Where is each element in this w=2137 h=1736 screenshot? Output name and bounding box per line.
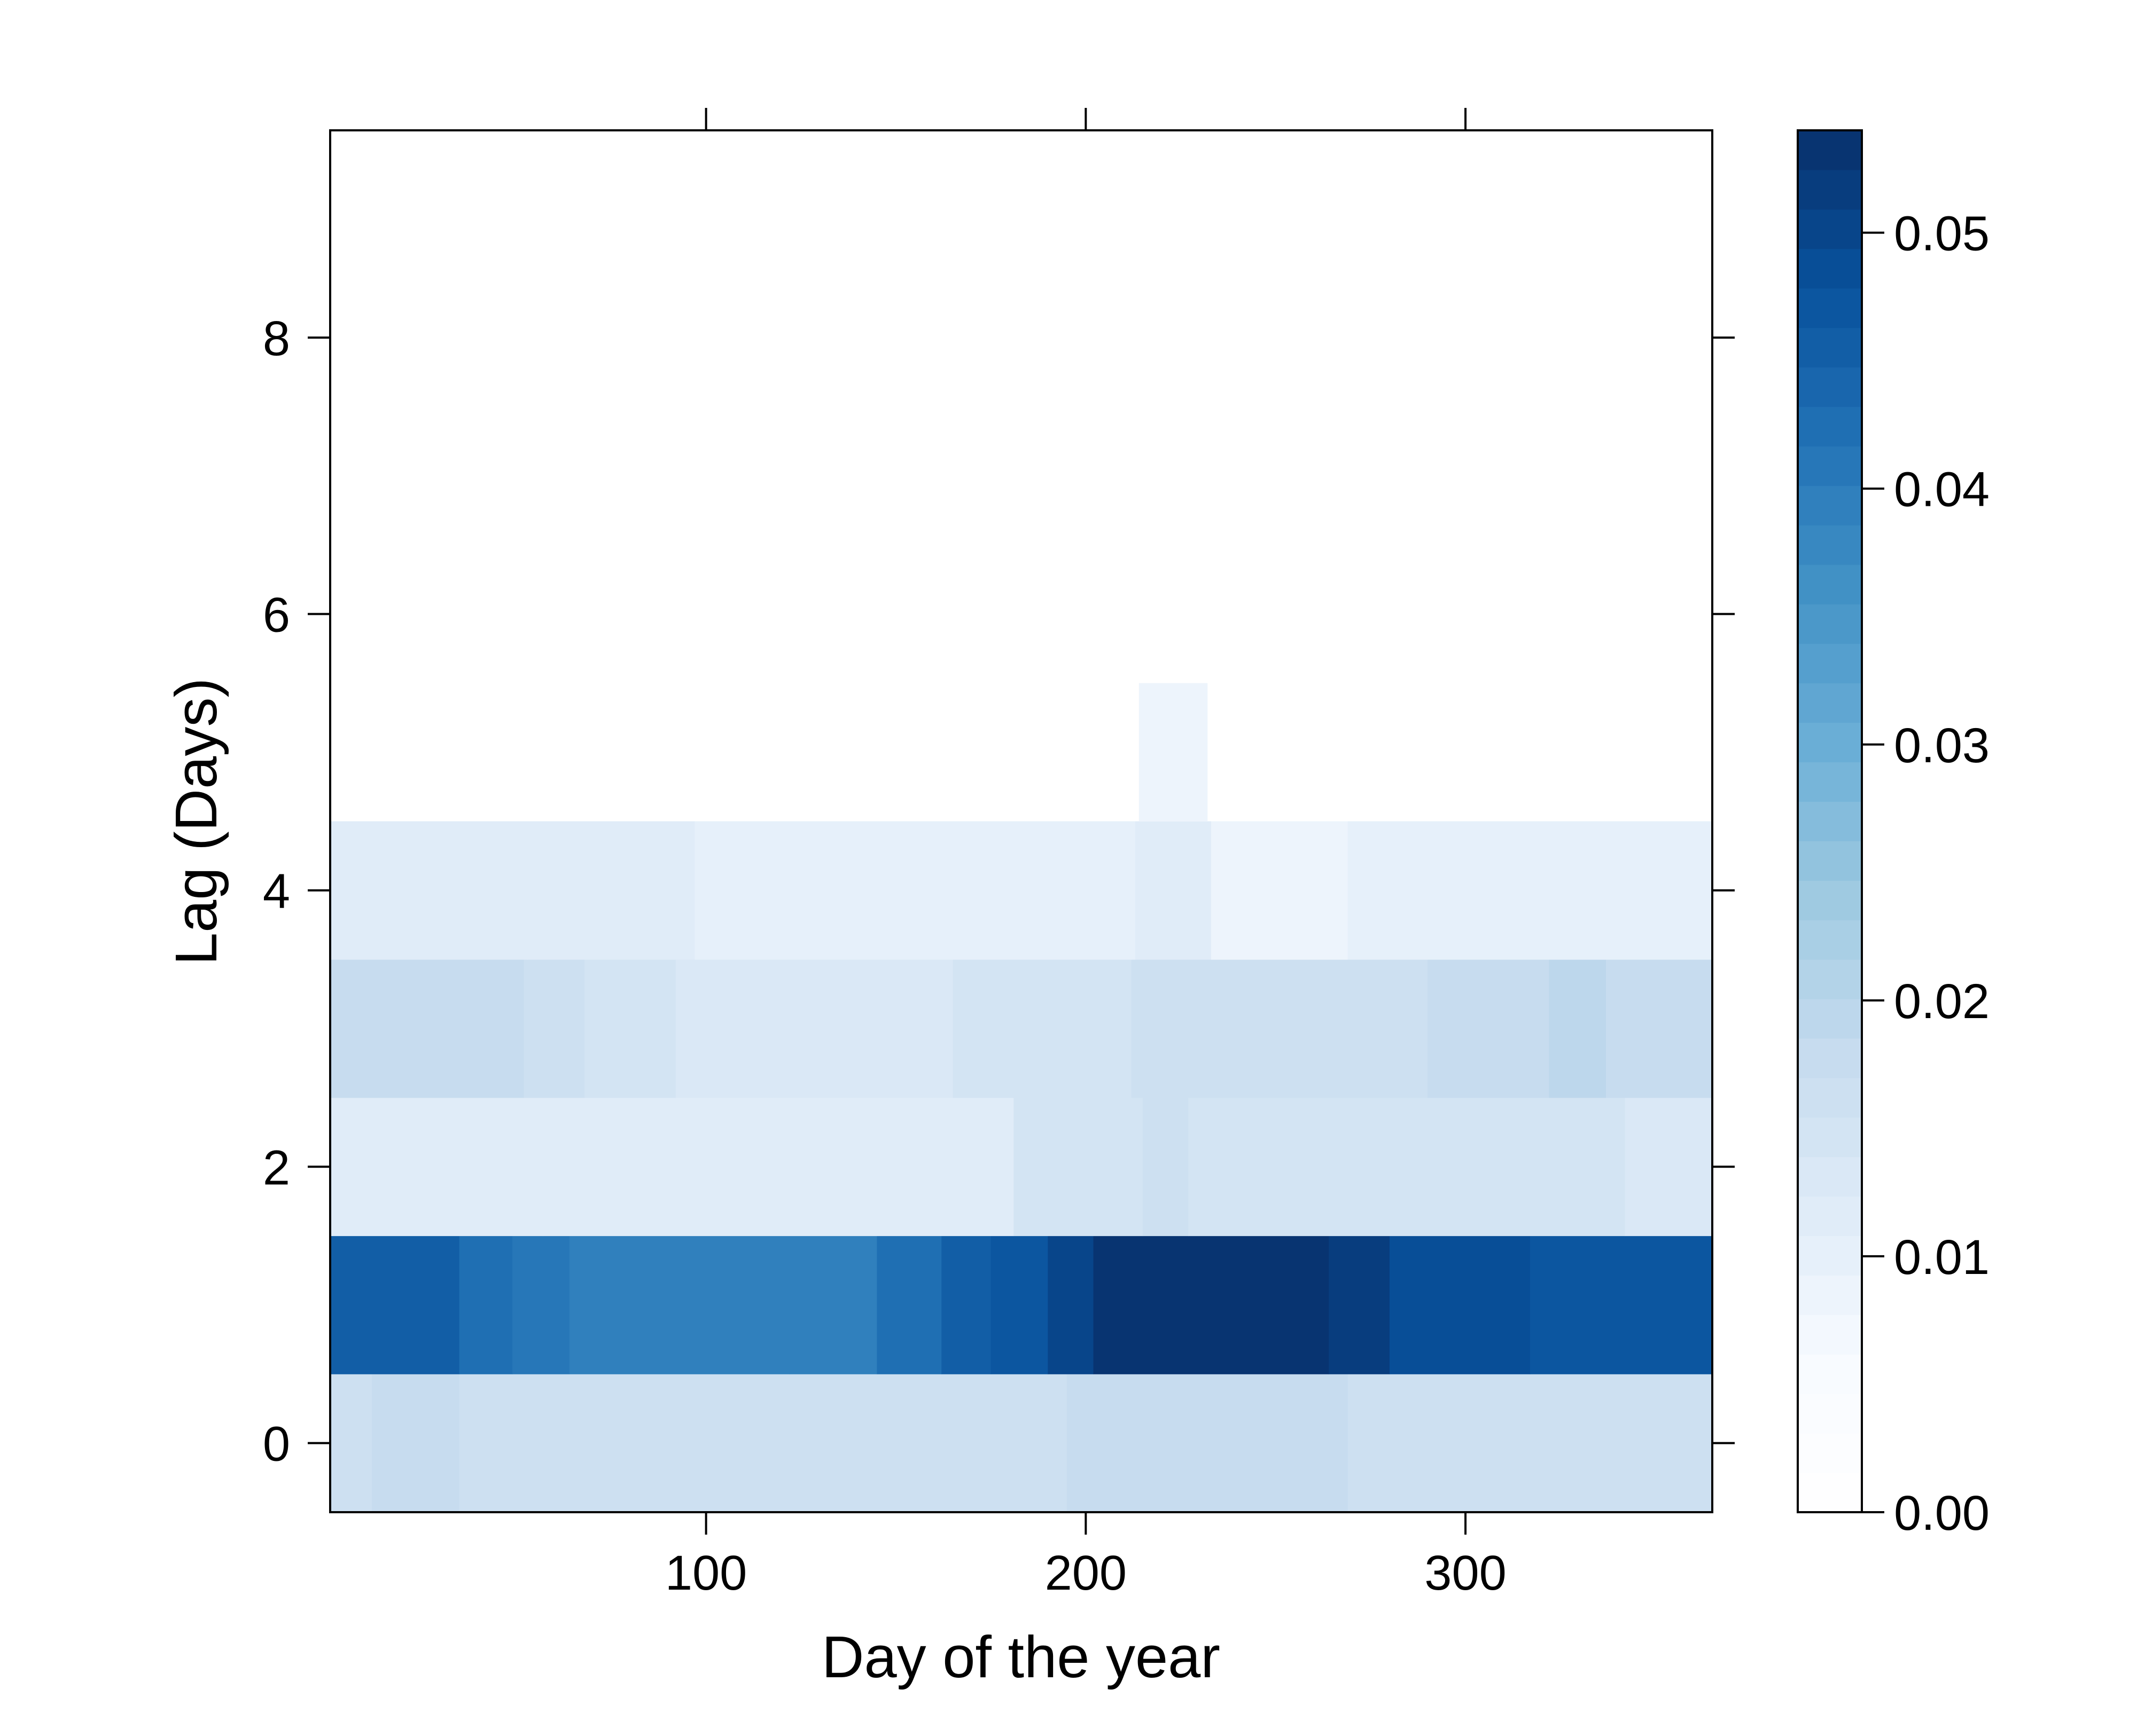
heatmap-cell [372, 1374, 460, 1513]
heatmap-cell [459, 1374, 1067, 1513]
colorbar-swatch [1798, 959, 1862, 999]
colorbar-swatch [1798, 1196, 1862, 1237]
heatmap-cell [349, 821, 528, 960]
heatmap-cell [1188, 1097, 1626, 1237]
heatmap-cell [330, 1374, 372, 1513]
colorbar-swatch [1798, 722, 1862, 763]
heatmap-cell [527, 821, 695, 960]
colorbar-swatch [1798, 406, 1862, 447]
colorbar-tick-label: 0.05 [1894, 207, 1990, 261]
colorbar-swatch [1798, 604, 1862, 644]
x-tick-label: 200 [1045, 1546, 1127, 1600]
heatmap-cell [330, 1097, 543, 1237]
heatmap-cell [1131, 959, 1428, 1098]
colorbar-tick-label: 0.01 [1894, 1230, 1990, 1285]
colorbar-swatch [1798, 801, 1862, 841]
heatmap-cell [1048, 1235, 1094, 1374]
colorbar-tick-label: 0.02 [1894, 974, 1990, 1029]
axes: 100 200 300 0 2 4 6 8 [263, 108, 1735, 1600]
heatmap-cell [1066, 1374, 1348, 1513]
colorbar-swatch [1798, 683, 1862, 723]
colorbar-swatch [1798, 327, 1862, 367]
x-axis-title: Day of the year [822, 1624, 1220, 1690]
y-tick-label: 8 [263, 311, 290, 366]
y-axis-title: Lag (Days) [163, 678, 229, 965]
heatmap-cell [1427, 959, 1549, 1098]
colorbar-swatch [1798, 486, 1862, 526]
heatmap-cell [990, 1235, 1048, 1374]
heatmap-cell [459, 1235, 513, 1374]
colorbar-swatch [1798, 1077, 1862, 1118]
plot-panel [329, 129, 1713, 1513]
heatmap-cell [1013, 1097, 1143, 1237]
colorbar-swatch [1798, 446, 1862, 486]
colorbar-swatch [1798, 1473, 1862, 1513]
heatmap-cell [1138, 683, 1208, 822]
colorbar: 0.00 0.01 0.02 0.03 0.04 0.05 [1797, 129, 1990, 1540]
colorbar-swatch [1798, 525, 1862, 565]
heatmap-cell [1329, 1235, 1390, 1374]
heatmap-cell [330, 1235, 460, 1374]
heatmap-cell [877, 1235, 942, 1374]
colorbar-swatch [1798, 288, 1862, 329]
y-tick-label: 6 [263, 588, 290, 642]
colorbar-swatch [1798, 1117, 1862, 1158]
colorbar-swatch [1798, 248, 1862, 289]
colorbar-swatch [1798, 367, 1862, 407]
heatmap-cell [1347, 1374, 1713, 1513]
heatmap-cells [330, 683, 1713, 1513]
colorbar-swatch [1798, 565, 1862, 605]
x-tick-label: 100 [665, 1546, 747, 1600]
heatmap-cell [695, 821, 1136, 960]
y-tick-label: 2 [263, 1140, 290, 1195]
colorbar-swatch [1798, 920, 1862, 960]
heatmap-cell [584, 959, 676, 1098]
heatmap-cell [1549, 959, 1606, 1098]
heatmap-cell [543, 1097, 896, 1237]
x-tick-label: 300 [1424, 1546, 1507, 1600]
heatmap-cell [330, 821, 350, 960]
colorbar-swatch [1798, 1156, 1862, 1197]
colorbar-tick-label: 0.03 [1894, 718, 1990, 773]
heatmap-cell [1606, 959, 1713, 1098]
colorbar-swatch [1798, 880, 1862, 920]
heatmap-cell [1135, 821, 1212, 960]
heatmap-cell [789, 1235, 877, 1374]
colorbar-swatch [1798, 643, 1862, 684]
y-tick-label: 0 [263, 1417, 290, 1472]
heatmap-cell [569, 1235, 790, 1374]
y-tick-label: 4 [263, 864, 290, 919]
colorbar-tick-label: 0.04 [1894, 463, 1990, 517]
colorbar-swatch [1798, 1394, 1862, 1434]
colorbar-swatch [1798, 841, 1862, 881]
colorbar-swatch [1798, 130, 1862, 170]
heatmap-cell [1093, 1235, 1329, 1374]
colorbar-tick-label: 0.00 [1894, 1486, 1990, 1540]
heatmap-cell [524, 959, 585, 1098]
heatmap-cell [1142, 1097, 1189, 1237]
heatmap-cell [1211, 821, 1348, 960]
colorbar-swatch [1798, 169, 1862, 210]
heatmap-cell [1389, 1235, 1531, 1374]
colorbar-swatch [1798, 1235, 1862, 1276]
colorbar-swatch [1798, 1275, 1862, 1315]
heatmap-cell [330, 959, 524, 1098]
colorbar-frame [1797, 129, 1863, 1513]
colorbar-swatch [1798, 209, 1862, 249]
heatmap-cell [941, 1235, 992, 1374]
colorbar-swatch [1798, 1354, 1862, 1394]
heatmap-cell [895, 1097, 1014, 1237]
heatmap-cell [675, 959, 954, 1098]
colorbar-swatch [1798, 999, 1862, 1039]
colorbar-swatch [1798, 1038, 1862, 1078]
colorbar-swatch [1798, 1315, 1862, 1355]
heatmap-cell [1347, 821, 1713, 960]
heatmap-cell [1625, 1097, 1713, 1237]
colorbar-swatch [1798, 762, 1862, 802]
heatmap-cell [512, 1235, 570, 1374]
heatmap-cell [1530, 1235, 1713, 1374]
colorbar-swatch [1798, 1433, 1862, 1473]
heatmap-cell [953, 959, 1132, 1098]
